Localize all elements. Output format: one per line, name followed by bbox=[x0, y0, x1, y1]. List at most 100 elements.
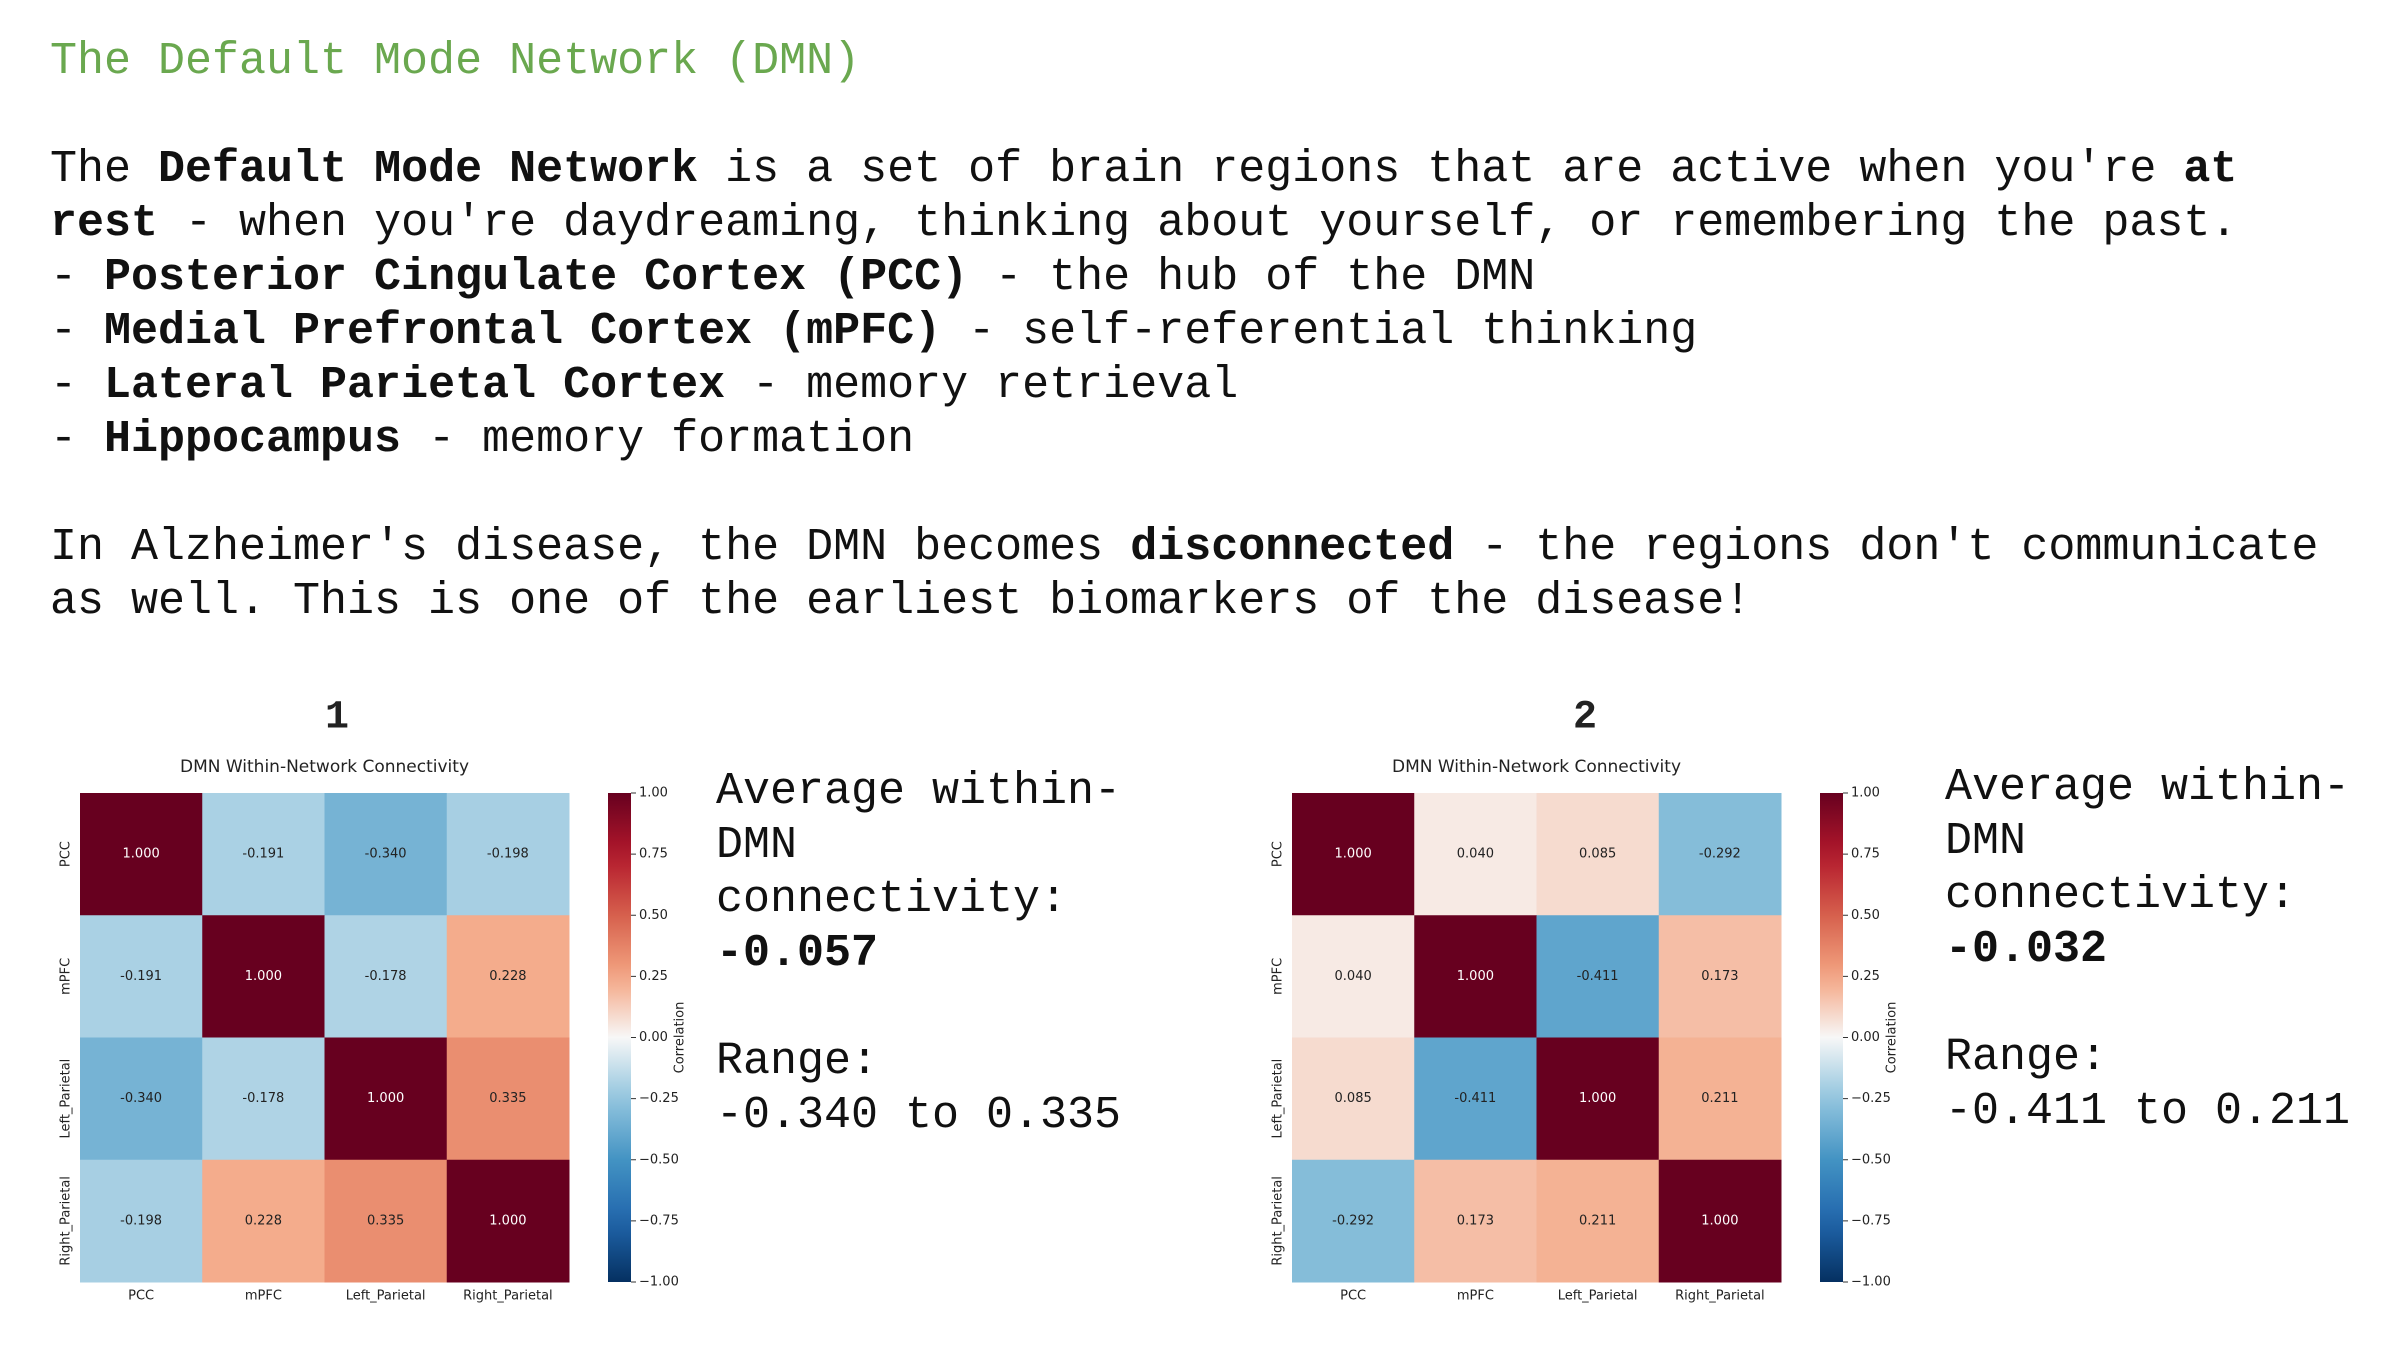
bold-text: Posterior Cingulate Cortex (PCC) bbox=[104, 252, 969, 303]
colorbar-tick-label: −0.50 bbox=[1851, 1152, 1891, 1167]
colorbar bbox=[1820, 793, 1843, 1282]
cell-label: 0.173 bbox=[1701, 969, 1738, 984]
heatmap-cell bbox=[446, 1037, 570, 1161]
y-tick-label: Right_Parietal bbox=[59, 1176, 74, 1266]
text: - self-referential thinking bbox=[941, 306, 1698, 357]
text: - the hub of the DMN bbox=[968, 252, 1536, 303]
text: - when you're daydreaming, thinking abou… bbox=[158, 198, 2238, 249]
text: - bbox=[50, 414, 105, 465]
heatmap-cell bbox=[1658, 793, 1782, 916]
cell-label: 1.000 bbox=[245, 969, 282, 984]
cell-label: 1.000 bbox=[1457, 969, 1494, 984]
y-tick-label: mPFC bbox=[1271, 958, 1286, 995]
cell-label: 0.228 bbox=[489, 969, 526, 984]
body-text: The Default Mode Network is a set of bra… bbox=[50, 143, 2350, 629]
stat-row: -0.057 bbox=[716, 927, 1136, 981]
colorbar-tick-label: −1.00 bbox=[1851, 1275, 1891, 1290]
x-tick-label: mPFC bbox=[1457, 1289, 1494, 1304]
cell-label: 0.335 bbox=[367, 1213, 404, 1228]
colorbar-tick-label: 0.75 bbox=[639, 847, 668, 862]
bold-text: Default Mode Network bbox=[158, 144, 699, 195]
heatmap-cell bbox=[202, 1159, 325, 1283]
text: - bbox=[50, 306, 105, 357]
chart-title: DMN Within-Network Connectivity bbox=[180, 757, 469, 777]
heatmap-cell bbox=[446, 793, 570, 916]
text: The bbox=[50, 144, 159, 195]
cell-label: -0.292 bbox=[1699, 847, 1741, 862]
heatmap-cell bbox=[1414, 915, 1537, 1038]
cell-label: 0.173 bbox=[1457, 1213, 1494, 1228]
heatmap-cell bbox=[80, 1159, 203, 1283]
colorbar-tick-label: 0.50 bbox=[1851, 908, 1880, 923]
panel-stats: Average within-DMN connectivity: -0.032 Ra… bbox=[1945, 761, 2365, 1139]
y-tick-label: PCC bbox=[1271, 841, 1286, 867]
text: In Alzheimer's disease, the DMN becomes bbox=[50, 522, 1131, 573]
stat-label: Range: bbox=[1945, 1032, 2108, 1083]
panel-label: 2 bbox=[1573, 696, 1597, 741]
x-tick-label: Left_Parietal bbox=[346, 1289, 426, 1304]
bullet: - Lateral Parietal Cortex - memory retri… bbox=[50, 359, 2350, 413]
colorbar-tick-label: 0.00 bbox=[1851, 1030, 1880, 1045]
colorbar-tick-label: −0.75 bbox=[639, 1213, 679, 1228]
heatmap-cell bbox=[202, 1037, 325, 1161]
cell-label: -0.411 bbox=[1577, 969, 1619, 984]
colorbar bbox=[608, 793, 631, 1282]
colorbar-tick-label: 0.00 bbox=[639, 1030, 668, 1045]
cell-label: -0.178 bbox=[365, 969, 407, 984]
cell-label: 1.000 bbox=[489, 1213, 526, 1228]
heatmap-cell bbox=[324, 1159, 448, 1283]
heatmap-cell bbox=[1414, 1159, 1537, 1283]
page-title: The Default Mode Network (DMN) bbox=[50, 36, 861, 87]
cell-label: 1.000 bbox=[367, 1091, 404, 1106]
panel-label: 1 bbox=[325, 696, 349, 741]
heatmap-cell bbox=[1414, 793, 1537, 916]
bullet: - Hippocampus - memory formation bbox=[50, 413, 2350, 467]
stat-label: Average within-DMN connectivity: bbox=[716, 766, 1122, 925]
heatmap-cell bbox=[446, 1159, 570, 1283]
cell-label: -0.340 bbox=[120, 1091, 162, 1106]
stat-label: Range: bbox=[716, 1036, 879, 1087]
heatmap-cell bbox=[80, 915, 203, 1038]
x-tick-label: Right_Parietal bbox=[463, 1289, 553, 1304]
stat-value: -0.057 bbox=[716, 928, 879, 979]
cell-label: -0.411 bbox=[1454, 1091, 1496, 1106]
heatmap-cell bbox=[80, 1037, 203, 1161]
colorbar-tick-label: 0.75 bbox=[1851, 847, 1880, 862]
y-tick-label: PCC bbox=[59, 841, 74, 867]
heatmap-cell bbox=[1536, 915, 1660, 1038]
cell-label: 0.040 bbox=[1335, 969, 1372, 984]
y-tick-label: Left_Parietal bbox=[1271, 1059, 1286, 1139]
stat-value: -0.340 to 0.335 bbox=[716, 1090, 1122, 1141]
heatmap-cell bbox=[1536, 1159, 1660, 1283]
colorbar-tick-label: −0.75 bbox=[1851, 1213, 1891, 1228]
stat-label: Average within-DMN connectivity: bbox=[1945, 762, 2351, 921]
text: - the regions don't communicate as well.… bbox=[50, 522, 2346, 627]
colorbar-tick-label: −1.00 bbox=[639, 1275, 679, 1290]
heatmap-cell bbox=[1292, 1159, 1415, 1283]
heatmap-cell bbox=[1292, 915, 1415, 1038]
cell-label: -0.340 bbox=[365, 847, 407, 862]
stat-value: -0.032 bbox=[1945, 924, 2108, 975]
cell-label: -0.191 bbox=[120, 969, 162, 984]
cell-label: 0.228 bbox=[245, 1213, 282, 1228]
colorbar-tick-label: −0.25 bbox=[639, 1091, 679, 1106]
colorbar-tick-label: 0.50 bbox=[639, 908, 668, 923]
heatmap-cell bbox=[1292, 793, 1415, 916]
heatmap-cell bbox=[1658, 1037, 1782, 1161]
bold-text: Medial Prefrontal Cortex (mPFC) bbox=[104, 306, 942, 357]
bullet: - Medial Prefrontal Cortex (mPFC) - self… bbox=[50, 305, 2350, 359]
cell-label: 0.211 bbox=[1701, 1091, 1738, 1106]
bold-text: Lateral Parietal Cortex bbox=[104, 360, 726, 411]
cell-label: 0.040 bbox=[1457, 847, 1494, 862]
panel-stats: Average within-DMN connectivity: -0.057 Ra… bbox=[716, 765, 1136, 1143]
heatmap-cell bbox=[80, 793, 203, 916]
chart-title: DMN Within-Network Connectivity bbox=[1392, 757, 1681, 777]
colorbar-tick-label: −0.50 bbox=[639, 1152, 679, 1167]
heatmap-cell bbox=[202, 793, 325, 916]
x-tick-label: mPFC bbox=[245, 1289, 282, 1304]
cell-label: 1.000 bbox=[123, 847, 160, 862]
colorbar-tick-label: 1.00 bbox=[639, 786, 668, 801]
bold-text: Hippocampus bbox=[104, 414, 402, 465]
cell-label: -0.191 bbox=[242, 847, 284, 862]
